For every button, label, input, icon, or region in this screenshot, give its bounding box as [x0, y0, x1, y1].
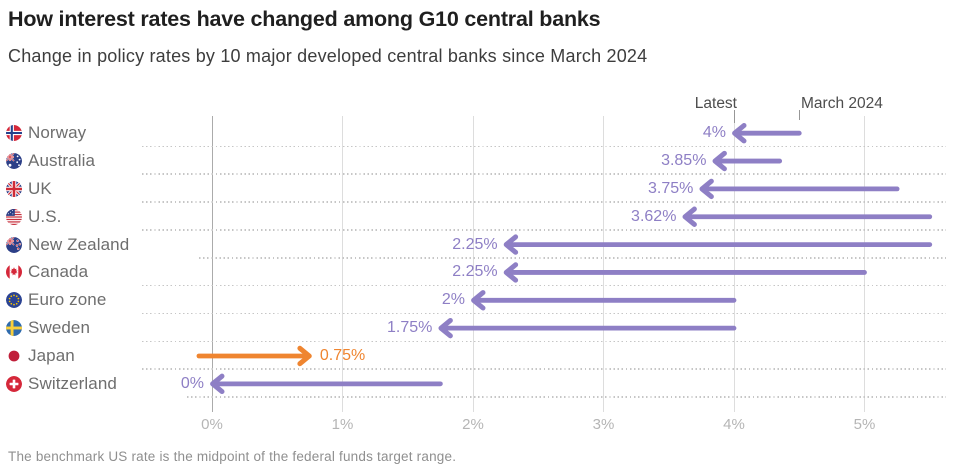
x-axis-tick-label: 0%	[201, 416, 223, 433]
latest-rate-label: 2%	[441, 291, 465, 309]
arrow-head	[682, 206, 697, 227]
arrow-head	[503, 234, 519, 255]
x-axis-tick-label: 4%	[723, 416, 745, 433]
gridline	[864, 116, 865, 412]
canada-flag-icon	[6, 264, 22, 281]
x-axis-tick-label: 2%	[462, 416, 484, 433]
country-label: Sweden	[28, 318, 91, 338]
row-dotted-line	[142, 229, 946, 231]
arrow-head	[438, 317, 453, 339]
gridline	[603, 116, 604, 412]
row-dotted-line	[142, 284, 946, 287]
arrow-head	[503, 262, 519, 283]
new-zealand-flag-icon	[6, 236, 22, 253]
x-axis-tick-label: 5%	[853, 416, 876, 433]
country-label: Japan	[28, 346, 75, 365]
switzerland-flag-icon	[6, 375, 22, 392]
row-dotted-line	[187, 396, 946, 398]
arrow-head	[297, 345, 312, 367]
norway-flag-icon	[6, 125, 22, 142]
row-dotted-line	[142, 312, 946, 315]
x-axis-tick-label: 1%	[331, 416, 354, 433]
row-dotted-line	[142, 368, 946, 370]
row-dotted-line	[199, 257, 946, 259]
latest-annotation: Latest	[694, 95, 737, 112]
japan-flag-icon	[6, 348, 22, 364]
country-label: Australia	[28, 151, 96, 171]
gridline	[472, 116, 474, 412]
country-label: UK	[28, 178, 52, 198]
latest-rate-label: 3.62%	[631, 207, 677, 225]
country-label: Canada	[28, 262, 89, 282]
arrow-head	[210, 373, 225, 395]
arrow-head	[471, 290, 486, 311]
australia-flag-icon	[6, 153, 22, 170]
arrow-head	[732, 123, 747, 144]
country-label: Switzerland	[28, 373, 117, 393]
chart-footnote: The benchmark US rate is the midpoint of…	[8, 449, 457, 464]
latest-leader-tick	[733, 110, 735, 123]
row-dotted-line	[142, 340, 946, 343]
march-2024-annotation: March 2024	[801, 95, 883, 112]
chart-subtitle: Change in policy rates by 10 major devel…	[8, 46, 648, 66]
march-leader-tick	[798, 110, 800, 120]
latest-rate-label: 3.85%	[661, 152, 707, 170]
us-flag-icon	[6, 208, 22, 225]
euro-zone-flag-icon	[6, 292, 22, 309]
country-label: Norway	[28, 123, 87, 143]
x-axis-tick-label: 3%	[592, 416, 615, 433]
latest-rate-label: 0%	[180, 374, 204, 392]
latest-rate-label: 1.75%	[387, 319, 433, 337]
gridline	[342, 116, 343, 412]
country-label: U.S.	[28, 206, 62, 226]
latest-rate-label: 2.25%	[452, 263, 498, 281]
country-label: Euro zone	[28, 290, 107, 310]
gridline	[733, 116, 735, 412]
country-label: New Zealand	[28, 234, 130, 254]
row-dotted-line	[142, 173, 946, 175]
latest-rate-label: 4%	[702, 124, 726, 142]
sweden-flag-icon	[6, 320, 22, 337]
uk-flag-icon	[6, 180, 22, 197]
row-dotted-line	[142, 201, 946, 203]
arrow-head	[699, 178, 714, 200]
page-title: How interest rates have changed among G1…	[8, 7, 601, 31]
latest-rate-label: 2.25%	[452, 235, 498, 253]
arrow-head	[712, 150, 727, 172]
latest-rate-label: 0.75%	[319, 347, 366, 364]
latest-rate-label: 3.75%	[648, 179, 694, 197]
zero-baseline	[211, 116, 213, 412]
row-dotted-line	[142, 145, 946, 148]
